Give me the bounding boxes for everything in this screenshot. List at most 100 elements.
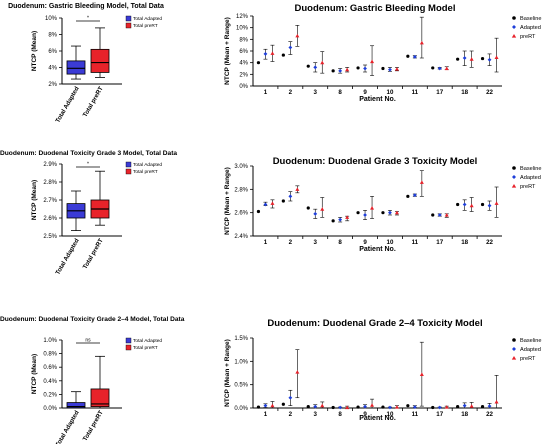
prert-point <box>419 40 424 45</box>
patient-tick-label: 17 <box>436 411 443 418</box>
baseline-point <box>381 66 385 71</box>
box-category-label: Total preRT <box>82 85 105 118</box>
box-y-tick-label: 10% <box>45 16 58 22</box>
baseline-point <box>480 405 485 409</box>
scatter-x-axis-label: Patient No. <box>359 415 396 422</box>
baseline-point <box>331 405 335 410</box>
adapted-point <box>487 203 492 208</box>
boxplot-1: 2%4%6%8%10%NTCP (Mean)Total Adapted Total… <box>31 16 162 125</box>
adapted-point <box>437 213 442 217</box>
prert-point <box>270 403 275 408</box>
patient-tick-label: 8 <box>338 239 342 246</box>
adapted-point <box>338 405 343 410</box>
patient-tick-label: 17 <box>436 239 443 246</box>
baseline-point <box>331 219 335 223</box>
box-iqr-adapted <box>66 60 86 75</box>
box-y-tick-label: 8% <box>48 33 57 39</box>
legend-adapted-label: Adapted <box>520 175 541 181</box>
adapted-point <box>363 404 367 409</box>
boxplot-2: 2.5% 2.6% 2.7% 2.8% 2.9% NTCP (Mean) Total Ada… <box>31 162 162 277</box>
box-legend-label: Total Adapted <box>133 162 162 168</box>
box-legend-label: Total Adapted <box>133 16 162 22</box>
scatter-y-tick-label: 2.8% <box>234 187 248 193</box>
scatter-y-tick-label: 2.6% <box>234 211 248 217</box>
scatter-3: 0.0% 0.5% 1.0% 1.5%NTCP (Mean + Range) 1 2 3 8 9… <box>224 336 541 422</box>
patient-tick-label: 3 <box>314 239 318 246</box>
baseline-point <box>456 405 460 409</box>
box-legend-label: Total preRT <box>133 23 158 29</box>
scatter-y-axis-label: NTCP (Mean + Range) <box>224 17 231 85</box>
adapted-point <box>313 65 318 70</box>
prert-point <box>469 57 474 61</box>
box-y-tick-label: 2.6% <box>43 216 57 222</box>
box-y-tick-label: 2% <box>48 82 57 88</box>
adapted-point <box>363 213 367 217</box>
prert-point <box>320 207 325 211</box>
adapted-point <box>412 193 417 198</box>
box-y-tick-label: 0.0% <box>43 406 57 412</box>
prert-point <box>345 405 350 410</box>
patient-tick-label: 11 <box>412 411 419 418</box>
scatter-x-axis-label: Patient No. <box>359 96 396 103</box>
prert-point <box>370 206 375 210</box>
box-y-tick-label: 2.8% <box>43 180 57 186</box>
scatter-y-axis-label: NTCP (Mean + Range) <box>224 167 231 235</box>
scatter-y-tick-label: 12% <box>236 14 249 20</box>
box-y-tick-label: 1.0% <box>43 338 57 344</box>
scatter-title-2: Duodenum: Duodenal Grade 3 Toxicity Mode… <box>272 156 478 167</box>
baseline-point <box>256 61 261 65</box>
baseline-point <box>381 211 385 215</box>
baseline-point <box>306 405 310 409</box>
prert-point <box>370 59 375 64</box>
box-legend-swatch <box>125 337 132 344</box>
baseline-point <box>406 54 410 58</box>
scatter-2: 2.4% 2.6% 2.8% 3.0%NTCP (Mean + Range) 1 2 3 8 9… <box>224 164 541 253</box>
patient-tick-label: 22 <box>486 239 493 246</box>
prert-point <box>370 403 375 407</box>
patient-tick-label: 3 <box>314 411 318 418</box>
baseline-point <box>256 405 261 409</box>
legend-baseline-marker <box>512 16 516 20</box>
patient-tick-label: 18 <box>461 239 468 246</box>
box-legend-swatch <box>125 344 132 351</box>
box-y-tick-label: 0.2% <box>43 392 57 398</box>
box-y-tick-label: 2.5% <box>43 234 57 240</box>
baseline-point <box>381 405 385 409</box>
adapted-point <box>313 404 318 409</box>
patient-tick-label: 9 <box>363 239 367 246</box>
scatter-y-tick-label: 0% <box>239 84 248 90</box>
legend-adapted-marker <box>512 175 516 179</box>
prert-point <box>270 51 275 55</box>
patient-tick-label: 9 <box>363 89 367 96</box>
box-y-tick-label: 2.9% <box>43 162 57 168</box>
box-title-1: Duodenum: Gastric Bleeding Model, Total … <box>8 3 164 10</box>
prert-point <box>394 405 399 409</box>
prert-point <box>444 213 449 217</box>
adapted-point <box>412 54 417 59</box>
prert-point <box>345 67 350 72</box>
scatter-y-tick-label: 6% <box>239 49 248 55</box>
adapted-point <box>263 202 268 207</box>
box-y-tick-label: 4% <box>48 66 57 72</box>
adapted-point <box>338 68 343 73</box>
baseline-point <box>431 405 435 410</box>
box-legend-swatch <box>125 22 132 29</box>
box-legend-swatch <box>125 15 132 22</box>
box-y-tick-label: 0.4% <box>43 379 57 385</box>
baseline-point <box>406 404 410 408</box>
legend-prert-label: preRT <box>520 34 536 40</box>
legend-adapted-label: Adapted <box>520 347 541 353</box>
patient-tick-label: 3 <box>314 89 318 96</box>
adapted-point <box>263 403 268 408</box>
baseline-point <box>431 213 435 217</box>
adapted-point <box>462 403 467 408</box>
patient-tick-label: 2 <box>289 239 293 246</box>
patient-tick-label: 10 <box>387 411 394 418</box>
scatter-y-axis-label: NTCP (Mean + Range) <box>224 339 231 407</box>
prert-point <box>270 201 275 205</box>
box-title-3: Duodenum: Duodenal Toxicity Grade 2–4 Mo… <box>0 316 185 323</box>
baseline-point <box>256 209 261 214</box>
patient-tick-label: 1 <box>264 239 268 246</box>
box-y-axis-label: NTCP (Mean) <box>31 180 38 220</box>
